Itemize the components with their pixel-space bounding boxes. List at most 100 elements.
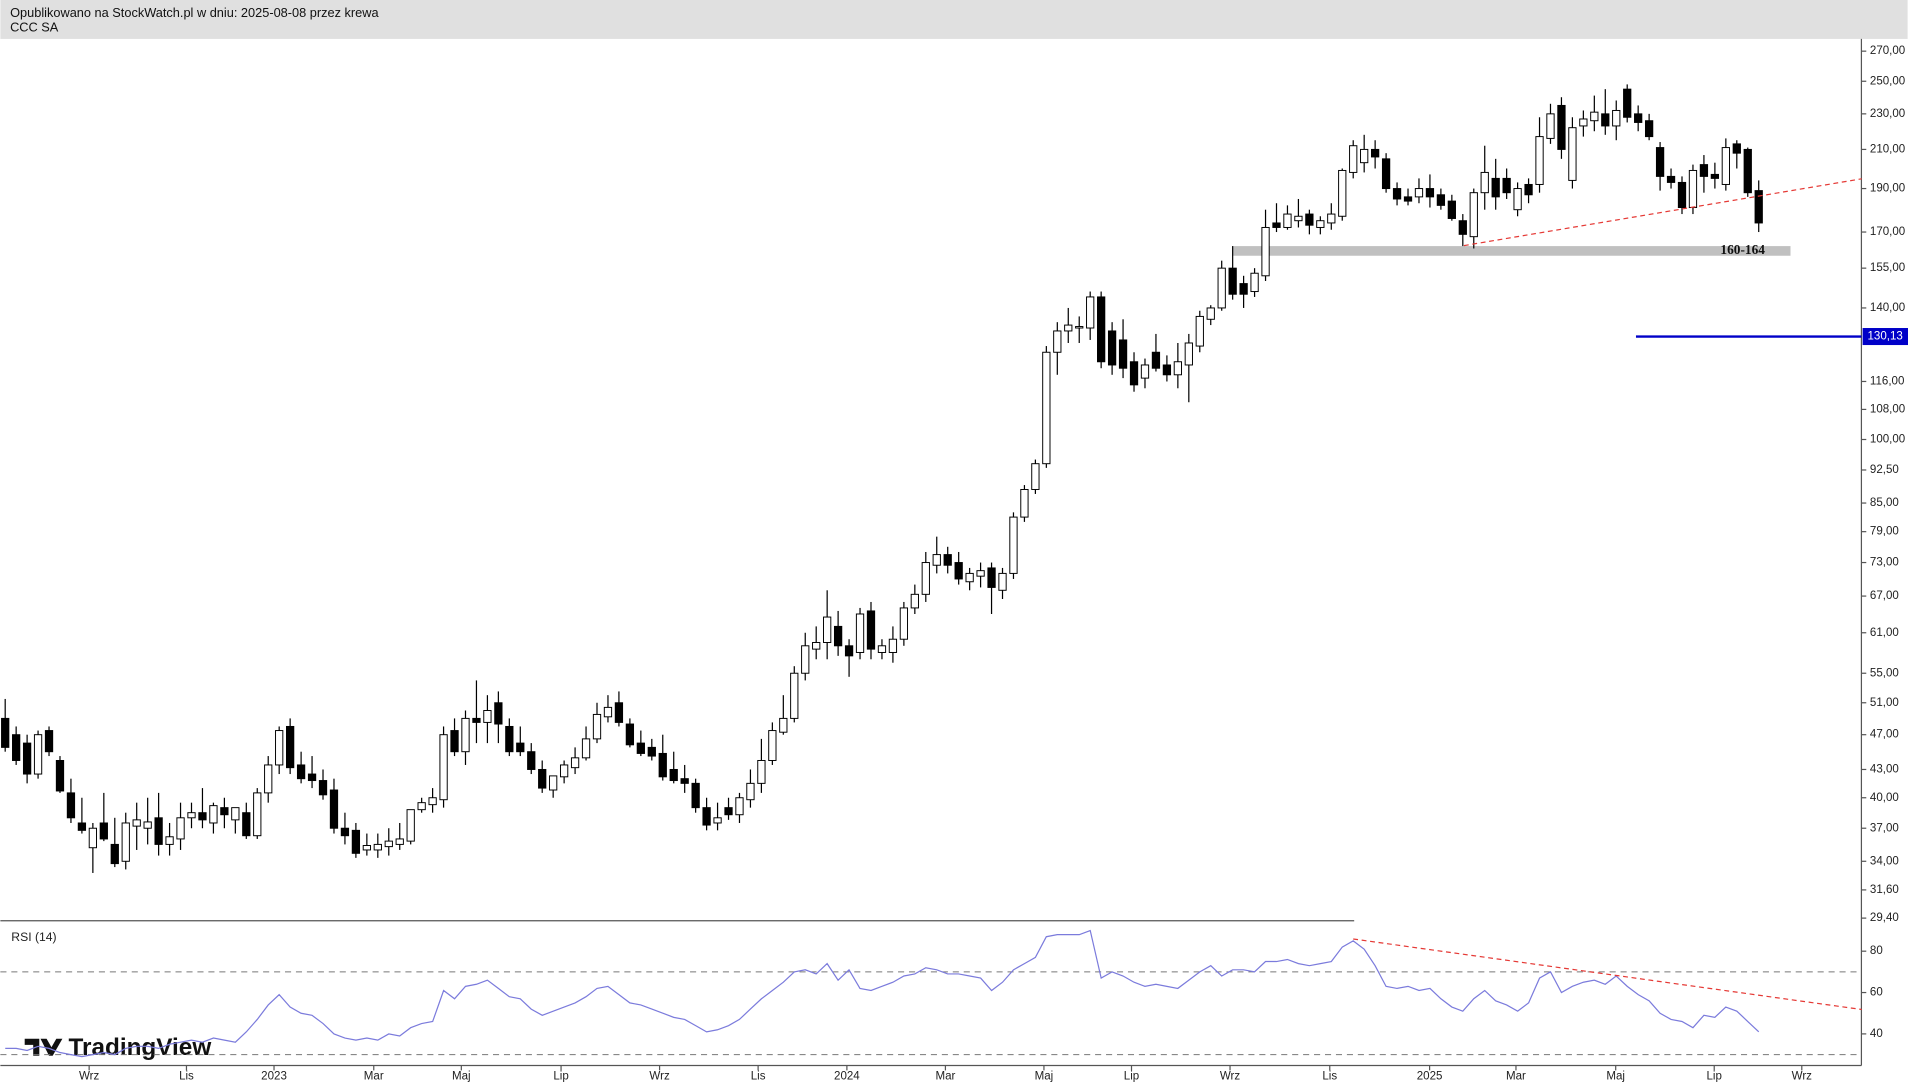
candle-body <box>1261 226 1270 277</box>
y-tick-label: 34,00 <box>1870 855 1899 867</box>
candle-body <box>329 789 339 829</box>
zone-label: 160-164 <box>1720 242 1765 257</box>
candle-body <box>494 702 503 725</box>
candle-body <box>779 717 788 733</box>
y-tick-label: 250,00 <box>1870 75 1905 87</box>
candle-body <box>581 738 591 759</box>
candle-body <box>1009 516 1018 574</box>
candle-body <box>965 572 974 583</box>
x-tick-label: Lis <box>179 1071 194 1083</box>
y-tick-label: 51,00 <box>1870 697 1899 709</box>
candle-body <box>1513 188 1522 211</box>
y-tick-label: 108,00 <box>1870 403 1905 415</box>
y-tick-label: 79,00 <box>1870 526 1899 538</box>
candle-body <box>636 742 645 754</box>
x-tick-label: Lip <box>1124 1071 1139 1083</box>
candle-body <box>472 717 481 723</box>
candle-body <box>1634 113 1643 123</box>
candle-body <box>439 734 448 801</box>
candle-body <box>1305 213 1314 226</box>
candle-body <box>1590 111 1599 122</box>
y-tick-label: 29,40 <box>1870 912 1899 924</box>
candle-body <box>1053 330 1062 353</box>
candle-body <box>1524 183 1533 196</box>
candle-body <box>603 706 613 718</box>
candle-body <box>1162 364 1172 376</box>
y-tick-label: 100,00 <box>1870 434 1905 446</box>
candle-body <box>899 607 909 640</box>
y-tick-label: 270,00 <box>1870 45 1905 57</box>
candle-body <box>1 717 10 748</box>
candle-body <box>614 702 624 723</box>
candle-body <box>121 822 130 862</box>
x-tick-label: Lis <box>751 1071 766 1083</box>
candle-body <box>812 642 821 650</box>
candle-body <box>55 759 65 792</box>
candle-body <box>1568 127 1577 181</box>
candle-body <box>351 829 361 854</box>
candle-body <box>866 610 876 650</box>
candle-body <box>275 730 284 766</box>
x-tick-label: Mar <box>364 1071 384 1083</box>
candle-body <box>888 638 898 653</box>
y-tick-label: 40,00 <box>1870 792 1899 804</box>
candle-body <box>428 797 437 806</box>
candle-body <box>154 817 163 845</box>
candle-body <box>1710 173 1720 179</box>
candle-body <box>1469 192 1478 238</box>
candle-body <box>1316 220 1325 228</box>
price-line-label: 130,13 <box>1867 331 1902 343</box>
trendline <box>1463 178 1862 247</box>
candle-body <box>1228 267 1237 295</box>
candle-body <box>373 843 382 851</box>
x-tick-label: Wrz <box>1792 1071 1813 1083</box>
candle-body <box>1206 307 1215 320</box>
candle-body <box>1601 113 1610 127</box>
y-tick-label: 85,00 <box>1870 497 1899 509</box>
candle-body <box>943 554 952 566</box>
candle-body <box>505 725 514 753</box>
candle-body <box>231 807 240 821</box>
x-tick-label: 2025 <box>1417 1071 1443 1083</box>
candle-body <box>395 838 404 845</box>
rsi-y-tick-label: 40 <box>1870 1028 1883 1040</box>
candle-body <box>790 672 799 719</box>
candle-body <box>998 572 1007 591</box>
candle-body <box>1699 164 1709 177</box>
rsi-y-tick-label: 60 <box>1870 987 1883 999</box>
candle-body <box>680 778 689 784</box>
candle-body <box>253 792 262 837</box>
candle-body <box>1688 169 1698 209</box>
candle-body <box>33 734 43 775</box>
candle-body <box>1666 175 1676 183</box>
candle-body <box>450 730 459 753</box>
x-tick-label: Lip <box>553 1071 568 1083</box>
candle-body <box>1086 296 1095 329</box>
candle-body <box>12 734 21 761</box>
candle-body <box>209 805 218 824</box>
candle-body <box>340 827 350 837</box>
candle-body <box>406 809 415 842</box>
candle-body <box>669 768 678 782</box>
y-tick-label: 37,00 <box>1870 822 1899 834</box>
x-tick-label: 2024 <box>834 1071 860 1083</box>
candle-body <box>362 845 371 851</box>
candle-body <box>165 836 174 845</box>
candle-body <box>1129 361 1139 386</box>
y-tick-label: 190,00 <box>1870 183 1905 195</box>
logo-text: TradingView <box>68 1034 211 1061</box>
candle-body <box>1272 222 1281 228</box>
candle-body <box>735 797 744 816</box>
y-tick-label: 210,00 <box>1870 143 1905 155</box>
candle-body <box>1097 296 1106 363</box>
rsi-trendline <box>1353 938 1862 1011</box>
candle-body <box>1283 213 1292 228</box>
candle-body <box>921 562 930 595</box>
candle-body <box>1403 196 1413 202</box>
candle-body <box>549 775 558 791</box>
header-bar <box>0 0 1908 39</box>
candle-body <box>1491 177 1500 198</box>
support-zone <box>1232 246 1791 256</box>
candle-body <box>823 616 832 643</box>
